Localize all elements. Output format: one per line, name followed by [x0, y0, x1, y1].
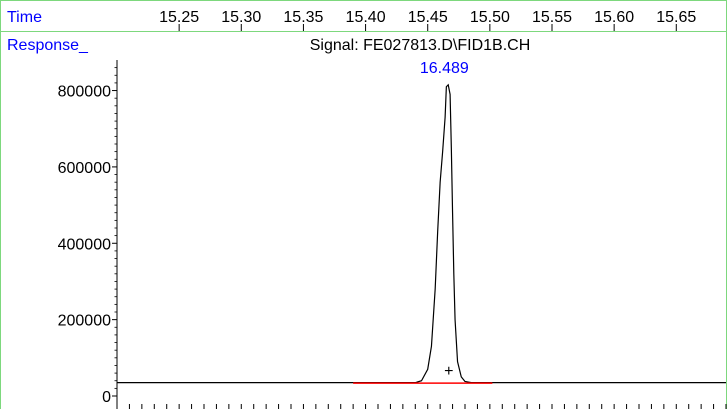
y-tick-label: 0 — [102, 389, 111, 406]
y-tick-label: 400000 — [58, 236, 111, 253]
x-axis-bottom-ticks — [116, 404, 727, 409]
x-tick-label: 15.65 — [656, 9, 696, 26]
x-tick-label: 15.40 — [346, 9, 386, 26]
time-label: Time — [7, 9, 42, 26]
x-tick-label: 15.45 — [408, 9, 448, 26]
signal-title: Signal: FE027813.D\FID1B.CH — [310, 37, 531, 54]
plot-area: +16.489 — [117, 60, 726, 384]
peak-label: 16.489 — [420, 60, 469, 77]
signal-trace — [117, 83, 726, 384]
y-tick-label: 200000 — [58, 313, 111, 330]
x-tick-label: 15.50 — [470, 9, 510, 26]
peak-marker: + — [444, 363, 453, 380]
x-tick-label: 15.30 — [221, 9, 261, 26]
x-tick-label: 15.25 — [159, 9, 199, 26]
y-axis: 0 200000 400000 600000 800000 — [58, 60, 118, 406]
y-tick-label: 800000 — [58, 84, 111, 101]
response-label: Response_ — [7, 37, 89, 54]
x-tick-label: 15.55 — [532, 9, 572, 26]
y-tick-label: 600000 — [58, 160, 111, 177]
x-axis-top-ticks: 15.25 15.30 15.35 15.40 15.45 15.50 15.55 15.60… — [159, 9, 696, 31]
x-tick-label: 15.35 — [283, 9, 323, 26]
x-tick-label: 15.60 — [594, 9, 634, 26]
